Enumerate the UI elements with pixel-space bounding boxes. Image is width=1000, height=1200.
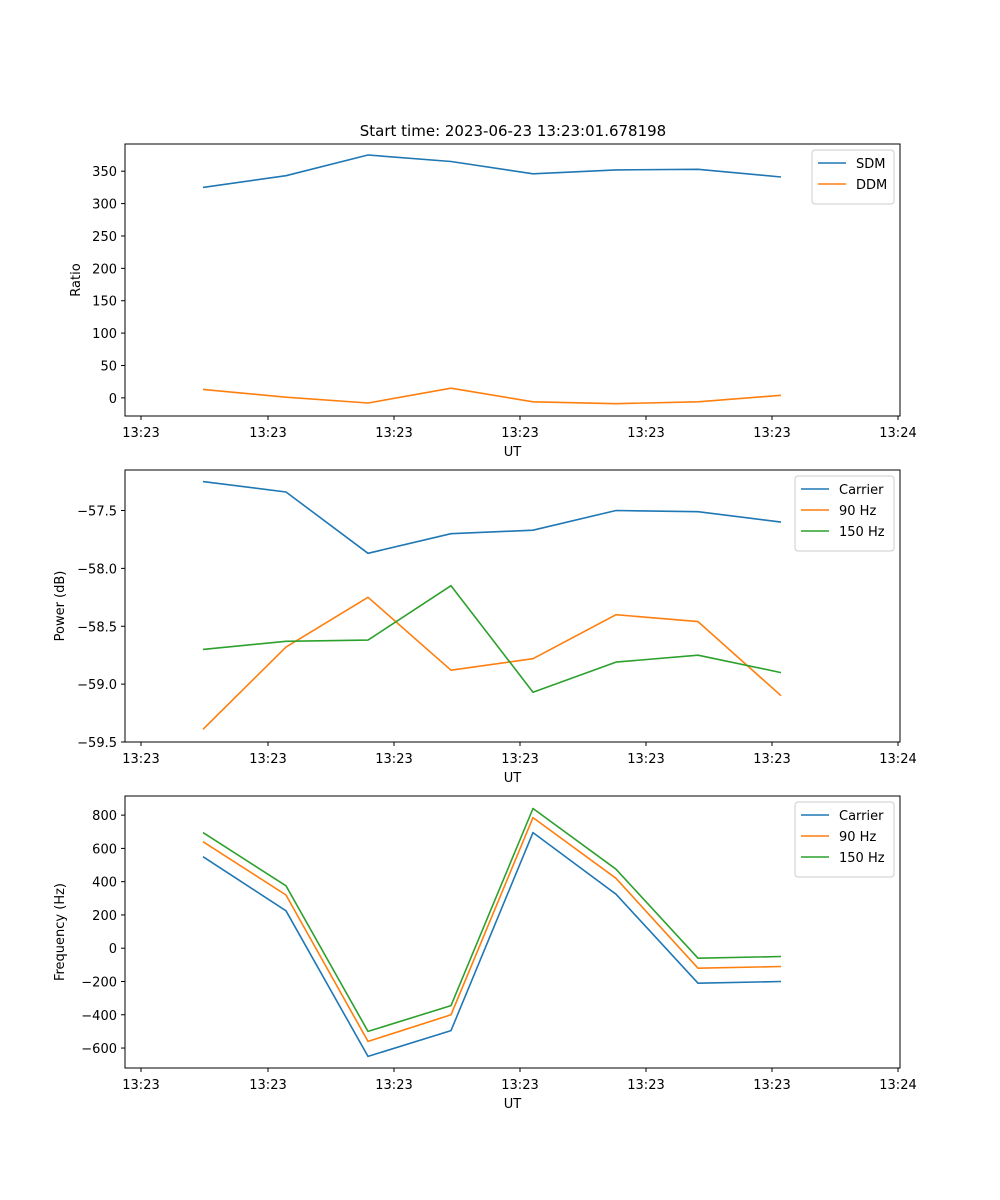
y-tick-label: 0 <box>109 392 117 407</box>
legend-label: SDM <box>856 157 885 172</box>
series-line-1 <box>202 480 782 555</box>
series-line-1 <box>202 154 782 189</box>
chart-panel-2: 13:23 13:23 13:23 13:23 13:23 13:23 13:24 −59.5… <box>53 469 917 786</box>
y-tick-label: −200 <box>81 975 117 990</box>
y-tick-label: −59.0 <box>77 678 117 693</box>
chart-panel-1: 13:23 13:23 13:23 13:23 13:23 13:23 13:24 0 50 10… <box>69 143 917 460</box>
legend: Carrier 90 Hz 150 Hz <box>794 475 895 552</box>
legend: Carrier 90 Hz 150 Hz <box>794 801 895 878</box>
x-tick-label: 13:23 <box>249 426 286 441</box>
axes-frame <box>124 143 901 417</box>
y-tick-label: −58.0 <box>77 562 117 577</box>
y-tick-label: 300 <box>92 198 117 213</box>
series-line-2 <box>202 816 782 1043</box>
chart-panel-3: 13:23 13:23 13:23 13:23 13:23 13:23 13:24 −600 −… <box>53 795 917 1112</box>
legend-label: 150 Hz <box>839 525 885 540</box>
y-tick-label: 250 <box>92 230 117 245</box>
y-tick-label: 600 <box>92 842 117 857</box>
x-tick-label: 13:23 <box>501 426 538 441</box>
series-line-1 <box>202 831 782 1058</box>
x-tick-label: 13:23 <box>375 426 412 441</box>
y-tick-label: 350 <box>92 165 117 180</box>
x-tick-label: 13:23 <box>753 1078 790 1093</box>
series-line-3 <box>202 807 782 1033</box>
legend-box <box>794 801 895 878</box>
x-tick-label: 13:23 <box>627 426 664 441</box>
y-tick-label: −600 <box>81 1042 117 1057</box>
legend-label: Carrier <box>839 809 884 824</box>
y-tick-label: 400 <box>92 876 117 891</box>
axes-frame <box>124 469 901 743</box>
legend-label: DDM <box>856 178 887 193</box>
x-tick-label: 13:23 <box>122 752 159 767</box>
series-line-2 <box>202 596 782 730</box>
legend-box <box>794 475 895 552</box>
x-tick-label: 13:24 <box>879 426 916 441</box>
figure-title: Start time: 2023-06-23 13:23:01.678198 <box>360 122 666 140</box>
x-tick-label: 13:23 <box>501 1078 538 1093</box>
y-tick-label: −57.5 <box>77 505 117 520</box>
y-tick-label: 50 <box>100 359 117 374</box>
x-tick-label: 13:24 <box>879 1078 916 1093</box>
x-tick-label: 13:23 <box>122 426 159 441</box>
x-tick-label: 13:23 <box>375 1078 412 1093</box>
x-axis-label: UT <box>504 445 522 460</box>
y-axis-label: Ratio <box>69 263 84 296</box>
legend-label: 90 Hz <box>839 830 876 845</box>
y-tick-label: −58.5 <box>77 620 117 635</box>
y-tick-label: 150 <box>92 295 117 310</box>
y-tick-label: −400 <box>81 1009 117 1024</box>
x-axis-label: UT <box>504 1097 522 1112</box>
x-axis-label: UT <box>504 771 522 786</box>
x-tick-label: 13:23 <box>249 1078 286 1093</box>
x-tick-label: 13:23 <box>627 1078 664 1093</box>
x-tick-label: 13:23 <box>753 752 790 767</box>
legend-label: 150 Hz <box>839 851 885 866</box>
y-axis-label: Frequency (Hz) <box>53 883 68 981</box>
x-tick-label: 13:23 <box>375 752 412 767</box>
y-axis-label: Power (dB) <box>53 571 68 642</box>
y-tick-label: 0 <box>109 942 117 957</box>
y-tick-label: 100 <box>92 327 117 342</box>
y-tick-label: 200 <box>92 262 117 277</box>
x-tick-label: 13:23 <box>753 426 790 441</box>
x-tick-label: 13:23 <box>627 752 664 767</box>
legend-label: Carrier <box>839 483 884 498</box>
series-line-3 <box>202 584 782 694</box>
x-tick-label: 13:23 <box>501 752 538 767</box>
series-line-2 <box>202 387 782 405</box>
y-tick-label: 800 <box>92 809 117 824</box>
x-tick-label: 13:23 <box>249 752 286 767</box>
y-tick-label: 200 <box>92 909 117 924</box>
x-tick-label: 13:23 <box>122 1078 159 1093</box>
legend-label: 90 Hz <box>839 504 876 519</box>
y-tick-label: −59.5 <box>77 736 117 751</box>
legend: SDM DDM <box>811 149 895 205</box>
axes-frame <box>124 795 901 1069</box>
x-tick-label: 13:24 <box>879 752 916 767</box>
